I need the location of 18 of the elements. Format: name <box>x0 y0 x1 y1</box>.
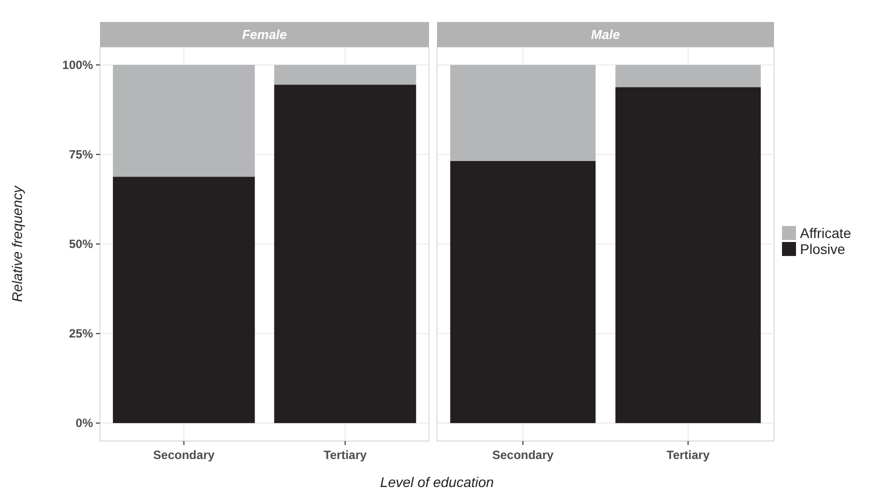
y-tick-label: 0% <box>76 416 94 430</box>
x-axis-title: Level of education <box>380 474 494 490</box>
bar <box>112 176 255 424</box>
y-axis-title: Relative frequency <box>9 185 25 302</box>
bar <box>112 64 255 177</box>
x-tick-label: Tertiary <box>666 448 710 462</box>
x-tick-label: Tertiary <box>324 448 368 462</box>
chart-title: Male <box>591 27 620 42</box>
x-tick-label: Secondary <box>492 448 554 462</box>
y-tick-label: 75% <box>68 147 94 162</box>
legend-label: Plosive <box>800 241 846 257</box>
chart-title: Female <box>242 27 287 42</box>
y-tick-label: 25% <box>68 326 94 341</box>
x-tick-label: Secondary <box>153 448 215 462</box>
bar <box>274 64 416 85</box>
y-tick-label: 100% <box>62 58 94 72</box>
y-tick-label: 50% <box>68 237 94 251</box>
legend-label: Affricate <box>800 225 852 241</box>
